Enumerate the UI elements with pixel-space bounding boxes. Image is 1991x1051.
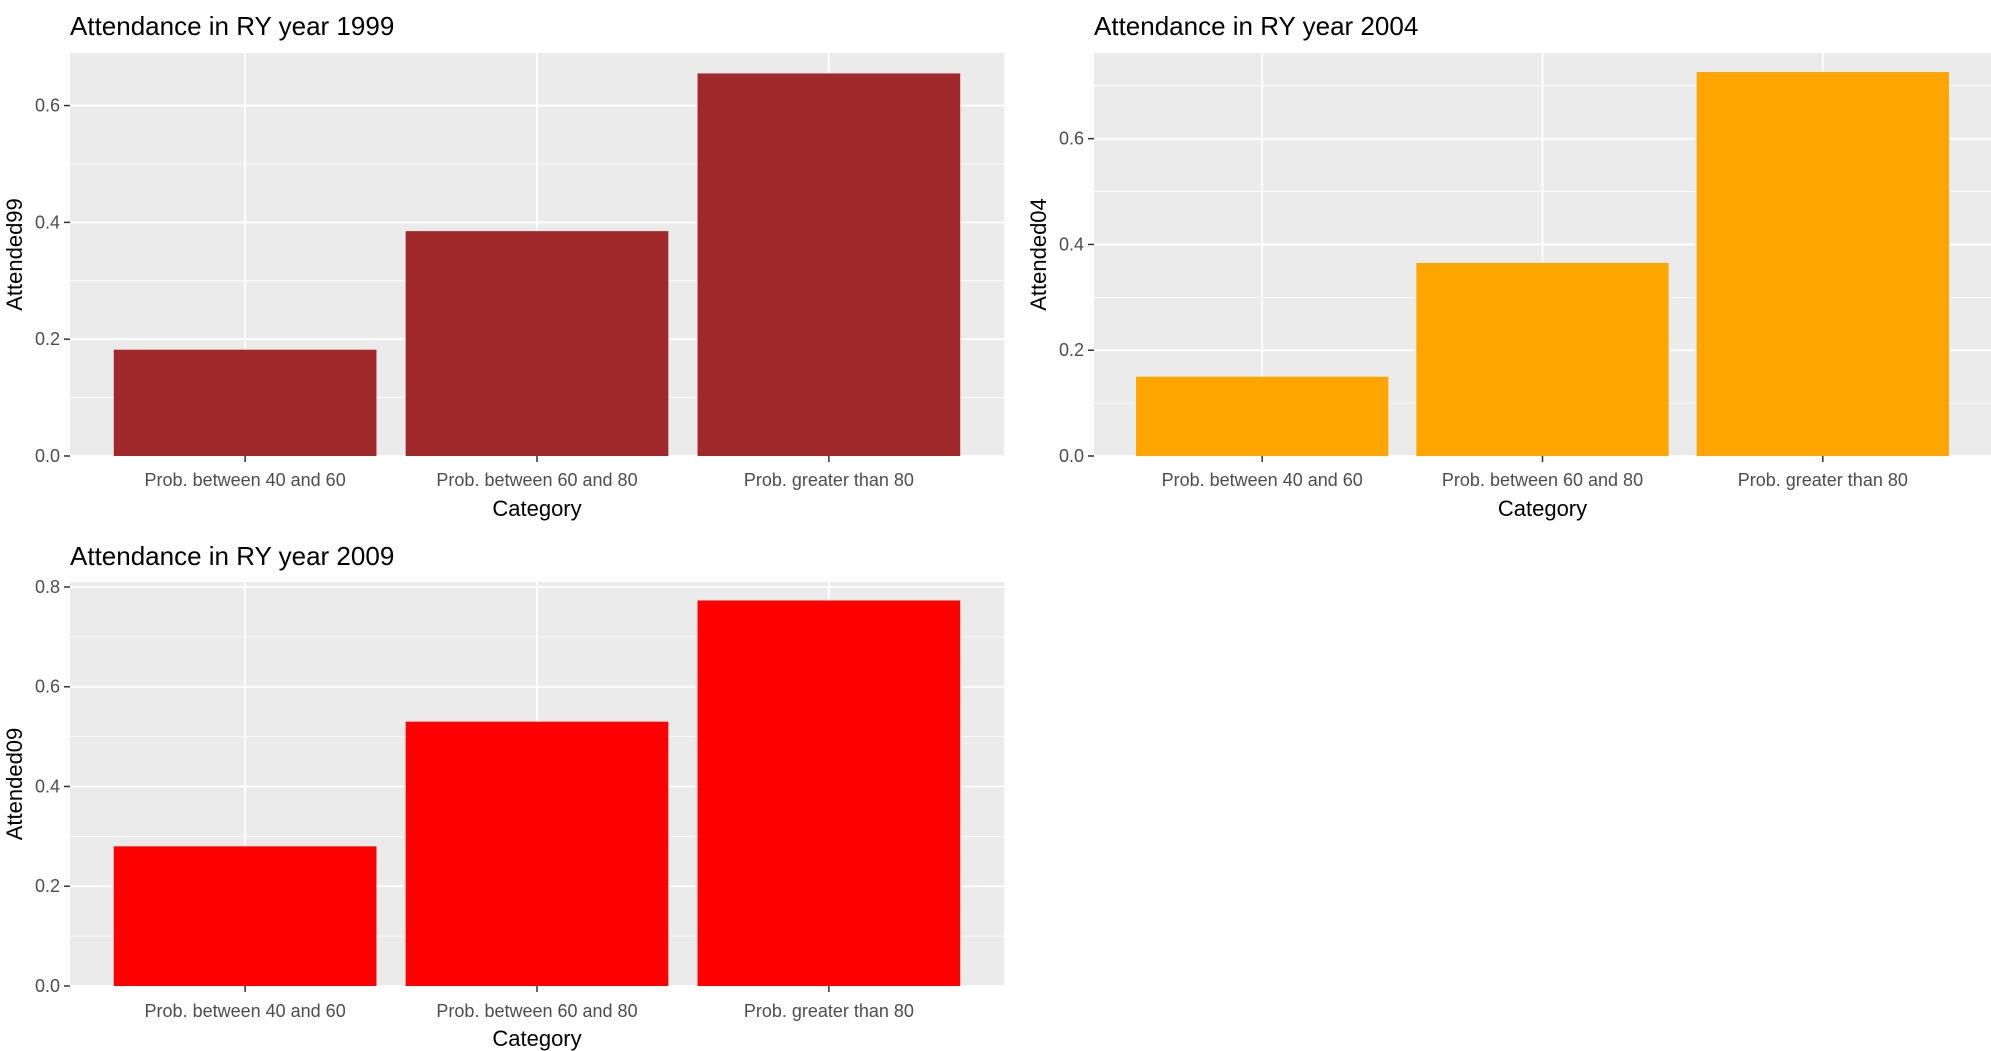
y-tick-label: 0.2: [35, 329, 60, 349]
y-tick-label: 0.6: [35, 677, 60, 697]
bar-2: [1416, 262, 1669, 456]
chart-panel-2009: Attendance in RY year 2009 0.0 0.2 0.4 0.6 0.…: [0, 528, 1010, 1051]
x-axis-title: Category: [492, 1026, 581, 1051]
x-axis-title: Category: [1498, 496, 1587, 521]
bar-1: [113, 846, 377, 986]
y-tick-label: 0.6: [1059, 129, 1084, 149]
x-tick-label: Prob. greater than 80: [744, 470, 914, 490]
x-tick-label: Prob. between 60 and 80: [436, 470, 637, 490]
chart-panel-2004: Attendance in RY year 2004 0.0 0.2 0.4 0.6 Pr…: [1024, 0, 1991, 530]
chart-title: Attendance in RY year 1999: [70, 11, 394, 41]
x-tick-label: Prob. between 60 and 80: [1442, 470, 1643, 490]
y-tick-label: 0.0: [35, 446, 60, 466]
chart-svg: Attendance in RY year 1999 0.0 0.2 0.4 0.6 Pr…: [2, 11, 1004, 521]
x-tick-label: Prob. between 40 and 60: [145, 1001, 346, 1021]
chart-svg: Attendance in RY year 2004 0.0 0.2 0.4 0.6 Pr…: [1026, 11, 1991, 521]
y-tick-label: 0.4: [35, 776, 60, 796]
bar-2: [405, 231, 669, 456]
bar-2: [405, 721, 669, 986]
x-axis-title: Category: [492, 496, 581, 521]
y-axis-title: Attended04: [1026, 198, 1051, 311]
chart-title: Attendance in RY year 2009: [70, 541, 394, 571]
y-tick-label: 0.4: [35, 212, 60, 232]
y-tick-label: 0.0: [35, 976, 60, 996]
x-tick-label: Prob. between 40 and 60: [1162, 470, 1363, 490]
y-tick-label: 0.6: [35, 96, 60, 116]
x-tick-label: Prob. greater than 80: [1738, 470, 1908, 490]
x-tick-label: Prob. between 60 and 80: [436, 1001, 637, 1021]
bar-3: [697, 600, 961, 986]
y-axis-title: Attended09: [2, 728, 27, 841]
bar-1: [113, 349, 377, 456]
y-axis-title: Attended99: [2, 198, 27, 311]
chart-svg: Attendance in RY year 2009 0.0 0.2 0.4 0.6 0.…: [2, 541, 1004, 1051]
y-tick-label: 0.2: [1059, 340, 1084, 360]
y-tick-label: 0.2: [35, 876, 60, 896]
x-tick-label: Prob. greater than 80: [744, 1001, 914, 1021]
bar-1: [1136, 376, 1389, 456]
chart-panel-1999: Attendance in RY year 1999 0.0 0.2 0.4 0.6 Pr…: [0, 0, 1010, 530]
bar-3: [1696, 72, 1949, 456]
bar-3: [697, 73, 961, 457]
x-tick-label: Prob. between 40 and 60: [145, 470, 346, 490]
y-tick-label: 0.4: [1059, 234, 1084, 254]
y-tick-label: 0.0: [1059, 446, 1084, 466]
chart-title: Attendance in RY year 2004: [1094, 11, 1418, 41]
y-tick-label: 0.8: [35, 577, 60, 597]
